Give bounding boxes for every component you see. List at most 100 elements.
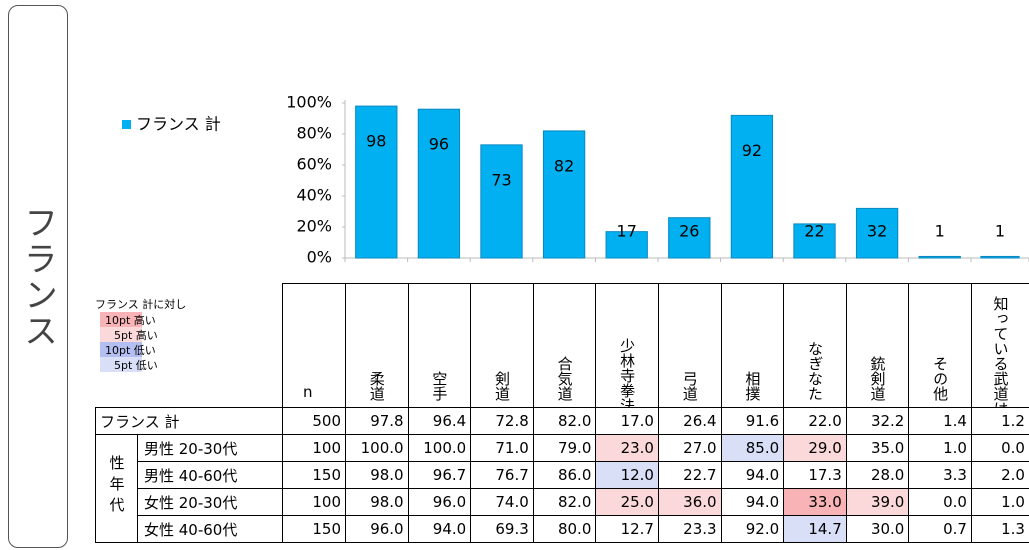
cell: 1.2 [970,407,1029,435]
cell: 98.0 [345,488,409,516]
header-label: 銃剣道 [868,356,887,401]
row-group-label: 性年代 [107,455,126,518]
data-label: 17 [617,222,637,241]
cell: 96.0 [345,515,409,543]
header-blank [95,283,283,408]
cell-n: 500 [282,407,346,435]
cell: 0.0 [970,434,1029,462]
cell: 23.3 [657,515,722,543]
table-row: 女性 20-30代 100 98.0 96.0 74.0 82.0 25.0 36.0 94.0… [96,488,1029,516]
bar [980,255,1020,259]
cell: 23.0 [595,434,659,462]
cell: 100.0 [345,434,409,462]
cell: 72.8 [470,407,534,435]
header-label: 相撲 [743,371,762,401]
header-cell: 少林寺拳法 [595,283,659,408]
table-row: 男性 40-60代 150 98.0 96.7 76.7 86.0 12.0 22.7 94.0… [96,461,1029,489]
cell: 25.0 [595,488,659,516]
cell: 26.4 [657,407,722,435]
cell: 71.0 [470,434,534,462]
data-label: 82 [554,156,574,175]
cell: 82.0 [532,488,597,516]
data-label: 22 [804,222,824,241]
cell: 69.3 [470,515,534,543]
header-cell: 剣道 [470,283,534,408]
cell: 94.0 [720,461,785,489]
cell: 35.0 [845,434,910,462]
cell: 17.0 [595,407,659,435]
cell: 94.0 [720,488,785,516]
header-cell: n [282,283,346,408]
cell: 1.3 [970,515,1029,543]
cell: 30.0 [845,515,910,543]
cell: 2.0 [970,461,1029,489]
header-label: 知っている武道はない [991,296,1010,408]
side-label: フランス [17,204,58,349]
legend-swatch [122,120,131,129]
header-label: 空手 [430,371,449,401]
cell: 12.0 [595,461,659,489]
data-table: n 柔道 空手 剣道 合気道 少林寺拳法 弓道 相撲 なぎなた 銃剣道 その他 知っている武道はないフ… [95,283,1029,543]
bar [730,114,774,259]
cell: 1.0 [970,488,1029,516]
y-tick-label: 20% [296,217,332,236]
header-label: 合気道 [555,356,574,401]
cell: 17.3 [783,461,847,489]
cell: 0.0 [908,488,972,516]
cell: 1.4 [908,407,972,435]
header-cell: なぎなた [783,283,847,408]
header-cell: 相撲 [720,283,785,408]
header-label: 弓道 [680,371,699,401]
row-label: 男性 40-60代 [137,461,283,489]
cell: 0.7 [908,515,972,543]
cell: 3.3 [908,461,972,489]
data-label: 92 [742,141,762,160]
row-label: 女性 20-30代 [137,488,283,516]
bar [417,108,461,259]
header-label: その他 [931,356,950,401]
header-cell: 弓道 [657,283,722,408]
cell: 80.0 [532,515,597,543]
cell: 92.0 [720,515,785,543]
header-label: 柔道 [367,371,386,401]
cell: 96.0 [407,488,472,516]
bar [918,255,961,259]
row-label: フランス 計 [95,407,283,435]
cell: 39.0 [845,488,910,516]
cell: 22.0 [783,407,847,435]
table-row: 女性 40-60代 150 96.0 94.0 69.3 80.0 12.7 23.3 92.0… [96,515,1029,543]
cell: 82.0 [532,407,597,435]
bar [605,231,648,259]
data-label: 26 [679,222,699,241]
bar [355,105,398,259]
cell: 1.0 [908,434,972,462]
bar [793,223,836,259]
data-label: 1 [995,222,1005,241]
row-group: 性年代 [95,434,138,543]
cell: 14.7 [783,515,847,543]
cell: 94.0 [407,515,472,543]
chart: 0% 20% 40% 60% 80% 100% フランス 計 98 96 73 82 17 26 92 22… [122,93,1029,267]
bar [542,130,586,259]
cell: 33.0 [783,488,847,516]
row-label: 男性 20-30代 [137,434,283,462]
cell-n: 150 [282,461,346,489]
header-row: n 柔道 空手 剣道 合気道 少林寺拳法 弓道 相撲 なぎなた 銃剣道 その他 知っている武道はない [95,283,1029,408]
y-tick-label: 100% [286,93,332,112]
cell-n: 100 [282,488,346,516]
row-label: 女性 40-60代 [137,515,283,543]
cell: 86.0 [532,461,597,489]
cell: 79.0 [532,434,597,462]
cell: 12.7 [595,515,659,543]
header-cell: 銃剣道 [845,283,910,408]
cell: 96.7 [407,461,472,489]
cell-n: 100 [282,434,346,462]
cell: 98.0 [345,461,409,489]
y-tick-label: 40% [296,186,332,205]
bar [668,217,711,259]
y-tick-label: 80% [296,124,332,143]
cell: 96.4 [407,407,472,435]
data-label: 73 [491,170,511,189]
cell: 85.0 [720,434,785,462]
